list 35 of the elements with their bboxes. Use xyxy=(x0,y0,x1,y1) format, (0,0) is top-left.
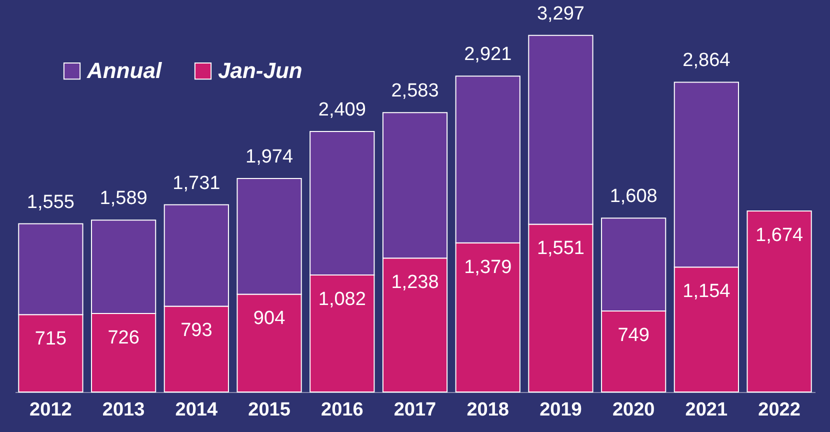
data-label: 726 xyxy=(108,327,140,348)
bar xyxy=(746,210,812,392)
total-label: 2,921 xyxy=(464,44,512,66)
x-tick-label: 2017 xyxy=(394,400,436,420)
total-label: 1,589 xyxy=(100,188,148,210)
total-label: 1,608 xyxy=(610,186,658,208)
x-tick-label: 2016 xyxy=(321,400,364,420)
total-label: 1,974 xyxy=(246,146,294,168)
x-tick-label: 2012 xyxy=(30,400,72,420)
data-label: 793 xyxy=(180,320,212,342)
total-label: 3,297 xyxy=(536,3,584,24)
x-tick-label: 2018 xyxy=(466,400,509,420)
total-label: 1,555 xyxy=(26,192,74,213)
data-label: 749 xyxy=(618,324,650,346)
data-label: 1,082 xyxy=(318,288,366,310)
total-label: 2,409 xyxy=(318,99,366,120)
x-tick-label: 2014 xyxy=(175,400,218,420)
total-label: 2,583 xyxy=(391,80,439,102)
legend-label: Jan-Jun xyxy=(218,58,302,83)
data-label: 1,379 xyxy=(464,256,512,278)
data-label: 1,154 xyxy=(682,281,731,302)
total-label: 2,864 xyxy=(682,50,731,72)
data-label: 1,674 xyxy=(756,224,804,246)
x-tick-label: 2015 xyxy=(248,400,291,420)
data-label: 1,238 xyxy=(391,272,439,294)
data-label: 904 xyxy=(253,308,286,330)
data-label: 1,551 xyxy=(536,238,584,260)
data-label: 715 xyxy=(34,328,67,350)
x-tick-label: 2020 xyxy=(612,400,655,420)
x-tick-label: 2013 xyxy=(102,400,145,420)
x-tick-label: 2019 xyxy=(540,400,582,420)
total-label: 1,731 xyxy=(172,172,220,194)
legend-label: Annual xyxy=(86,58,162,83)
x-tick-label: 2022 xyxy=(758,400,800,420)
x-tick-label: 2021 xyxy=(685,400,728,420)
